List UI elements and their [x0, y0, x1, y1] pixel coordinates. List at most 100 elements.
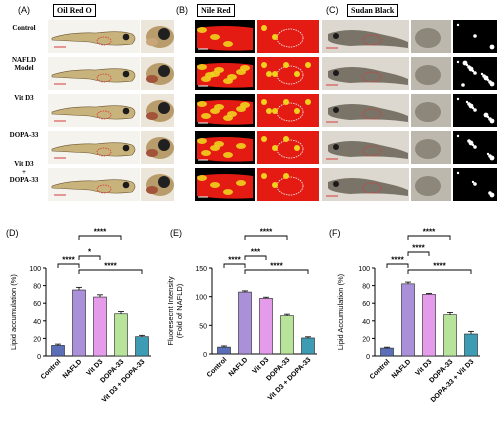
significance-bracket-0: ****	[386, 256, 409, 268]
category-label-4: Vit D3 + DOPA-33	[267, 356, 313, 402]
nile-red-larva-0	[195, 20, 255, 53]
bar-2	[259, 298, 273, 355]
y-tick-label: 0	[366, 354, 370, 361]
category-label-0: Control	[206, 356, 229, 379]
significance-text-0: ****	[228, 256, 241, 265]
significance-text-2: ****	[260, 228, 273, 237]
bar-3	[280, 315, 294, 355]
nile-red-larva-4	[195, 168, 255, 201]
category-label-2: Vit D3	[415, 358, 434, 377]
panel-c-letter: (C)	[326, 5, 339, 15]
category-label-0: Control	[369, 358, 392, 381]
sudan-black-binary-4	[453, 168, 497, 201]
y-tick-label: 60	[33, 301, 41, 308]
significance-text-1: ***	[251, 248, 261, 257]
panel-a-stain-label: Oil Red O	[53, 4, 96, 17]
y-tick-label: 40	[33, 319, 41, 326]
sudan-black-larva-0	[322, 20, 409, 53]
nile-red-larva-3	[195, 131, 255, 164]
bar-4	[464, 333, 478, 357]
significance-text-3: ****	[433, 262, 446, 271]
bar-0	[217, 346, 231, 355]
row-label-vitd3: Vit D3	[14, 94, 34, 102]
y-axis-label: Fluoresecnt Intensity	[166, 276, 175, 345]
sudan-black-binary-0	[453, 20, 497, 53]
significance-text-2: ****	[423, 228, 436, 237]
y-tick-label: 80	[362, 284, 370, 291]
sudan-black-binary-3	[453, 131, 497, 164]
significance-text-0: ****	[62, 256, 75, 265]
panel-e-letter: (E)	[170, 228, 182, 238]
category-label-1: NAFLD	[391, 358, 413, 380]
sudan-black-zoom-2	[411, 94, 451, 127]
oil-red-zoom-0	[141, 20, 174, 53]
y-tick-label: 0	[203, 352, 207, 359]
y-tick-label: 0	[37, 354, 41, 361]
nile-red-larva-2	[195, 94, 255, 127]
y-tick-label: 100	[29, 266, 41, 273]
oil-red-zoom-4	[141, 168, 174, 201]
oil-red-larva-4	[48, 168, 140, 201]
sudan-black-binary-1	[453, 57, 497, 90]
significance-text-1: ****	[412, 244, 425, 253]
y-tick-label: 100	[358, 266, 370, 273]
significance-bracket-1: ****	[407, 244, 430, 256]
oil-red-larva-1	[48, 57, 140, 90]
panel-b-stain-label: Nile Red	[197, 4, 235, 17]
nile-red-larva-1	[195, 57, 255, 90]
sudan-black-larva-4	[322, 168, 409, 201]
y-tick-label: 150	[195, 266, 207, 273]
panel-d-letter: (D)	[6, 228, 19, 238]
bar-2	[422, 294, 436, 357]
y-axis-label: (Fold of NAFLD)	[175, 283, 184, 338]
bar-0	[51, 345, 65, 357]
significance-bracket-2: ****	[244, 228, 288, 240]
significance-text-3: ****	[270, 262, 283, 271]
sudan-black-zoom-4	[411, 168, 451, 201]
panel-a-letter: (A)	[18, 5, 30, 15]
category-label-1: NAFLD	[228, 356, 250, 378]
y-tick-label: 20	[33, 336, 41, 343]
category-label-1: NAFLD	[62, 358, 84, 380]
sudan-black-larva-2	[322, 94, 409, 127]
significance-bracket-2: ****	[407, 228, 451, 240]
oil-red-zoom-1	[141, 57, 174, 90]
significance-text-1: *	[88, 248, 92, 257]
sudan-black-larva-1	[322, 57, 409, 90]
bar-1	[238, 291, 252, 355]
bar-1	[72, 289, 86, 357]
chart-f: 0 20 40 60 80 100 Lipid Accumulation (%) Contro…	[336, 228, 480, 404]
y-axis-label: Lipid accumulation (%)	[9, 274, 18, 350]
y-tick-label: 40	[362, 319, 370, 326]
bar-4	[135, 336, 149, 357]
significance-bracket-3: ****	[407, 262, 472, 274]
nile-red-zoom-1	[257, 57, 319, 90]
bar-0	[380, 347, 394, 357]
significance-bracket-1: ***	[244, 248, 267, 260]
nile-red-zoom-0	[257, 20, 319, 53]
oil-red-zoom-3	[141, 131, 174, 164]
significance-bracket-0: ****	[57, 256, 80, 268]
significance-bracket-3: ****	[78, 262, 143, 274]
row-label-nafld: NAFLD Model	[11, 56, 37, 72]
category-label-4: DOPA-33 + Vit D3	[430, 358, 476, 404]
oil-red-larva-0	[48, 20, 140, 53]
panel-b-letter: (B)	[176, 5, 188, 15]
chart-e: 0 50 100 150 Fluoresecnt Intensity (Fold of N…	[166, 228, 317, 402]
panel-f-letter: (F)	[329, 228, 341, 238]
panel-c-stain-label: Sudan Black	[347, 4, 399, 17]
row-label-combo: Vit D3 + DOPA-33	[9, 160, 39, 184]
nile-red-zoom-3	[257, 131, 319, 164]
micrograph-grid	[48, 20, 497, 201]
bar-2	[93, 296, 107, 357]
oil-red-larva-2	[48, 94, 140, 127]
row-label-control: Control	[12, 24, 36, 32]
y-axis-label: Lipid Accumulation (%)	[336, 273, 345, 350]
bar-3	[114, 313, 128, 357]
oil-red-larva-3	[48, 131, 140, 164]
significance-bracket-1: *	[78, 248, 101, 260]
y-tick-label: 100	[195, 295, 207, 302]
significance-bracket-0: ****	[223, 256, 246, 268]
sudan-black-larva-3	[322, 131, 409, 164]
sudan-black-zoom-3	[411, 131, 451, 164]
